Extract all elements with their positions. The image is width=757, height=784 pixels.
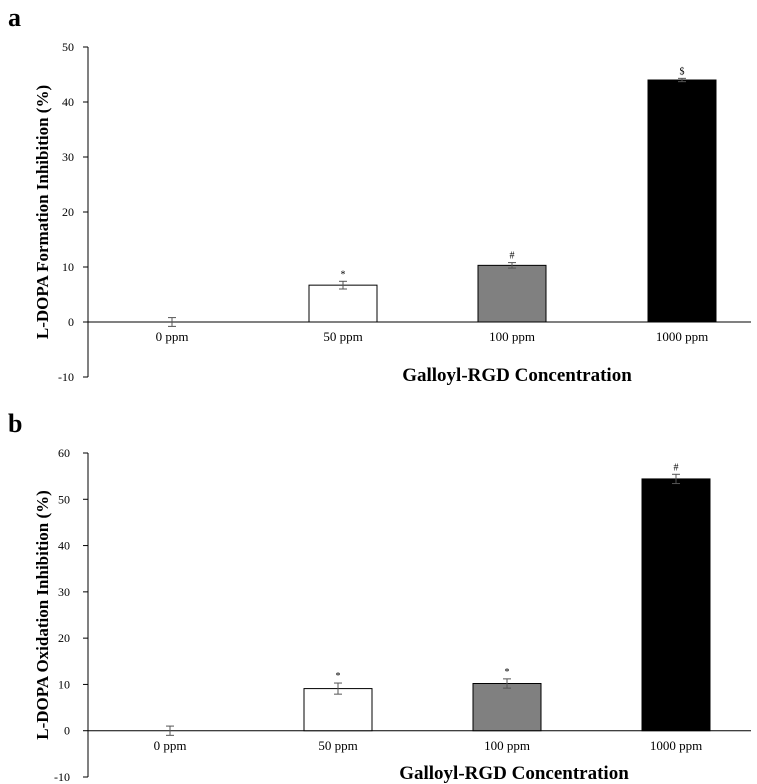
significance-label: * (336, 671, 341, 682)
bar (641, 478, 711, 732)
y-tick-label: 10 (62, 260, 74, 274)
y-tick-label: 0 (68, 315, 74, 329)
y-tick-label: 10 (58, 677, 70, 691)
panel-label-a: a (8, 3, 21, 32)
significance-label: * (505, 667, 510, 678)
y-tick-label: -10 (58, 370, 74, 384)
bar (303, 688, 373, 732)
category-label: 50 ppm (318, 738, 357, 753)
category-label: 100 ppm (489, 329, 535, 344)
y-tick-label: 0 (64, 724, 70, 738)
y-tick-label: 30 (62, 150, 74, 164)
y-tick-label: 50 (62, 40, 74, 54)
y-axis-title: L-DOPA Oxidation Inhibition (%) (33, 490, 52, 740)
chart-a: -10 0 10 20 30 40 50 0 ppm * 50 ppm #100 ppm $1000 … (33, 40, 751, 386)
category-label: 100 ppm (484, 738, 530, 753)
y-tick-label: 50 (58, 492, 70, 506)
significance-label: # (510, 251, 515, 262)
bar (477, 264, 547, 323)
category-label: 1000 ppm (650, 738, 702, 753)
y-tick-label: 20 (58, 631, 70, 645)
y-tick-label: 40 (62, 95, 74, 109)
y-tick-label: 60 (58, 446, 70, 460)
significance-label: $ (680, 66, 685, 77)
category-label: 50 ppm (323, 329, 362, 344)
category-label: 1000 ppm (656, 329, 708, 344)
y-axis-title: L-DOPA Formation Inhibition (%) (33, 85, 52, 339)
y-tick-label: 40 (58, 539, 70, 553)
significance-label: # (674, 462, 679, 473)
x-axis-title: Galloyl-RGD Concentration (402, 365, 632, 386)
y-tick-label: 30 (58, 585, 70, 599)
x-axis-title: Galloyl-RGD Concentration (399, 763, 629, 784)
bar (308, 284, 378, 323)
bar (472, 683, 542, 732)
category-label: 0 ppm (156, 329, 189, 344)
y-tick-label: -10 (54, 770, 70, 784)
significance-label: * (341, 269, 346, 280)
chart-b: -10 0 10 20 30 40 50 60 0 ppm * 50 ppm * 100 ppm #100… (33, 446, 751, 784)
bar (647, 79, 717, 323)
category-label: 0 ppm (154, 738, 187, 753)
y-tick-label: 20 (62, 205, 74, 219)
panel-label-b: b (8, 409, 22, 438)
